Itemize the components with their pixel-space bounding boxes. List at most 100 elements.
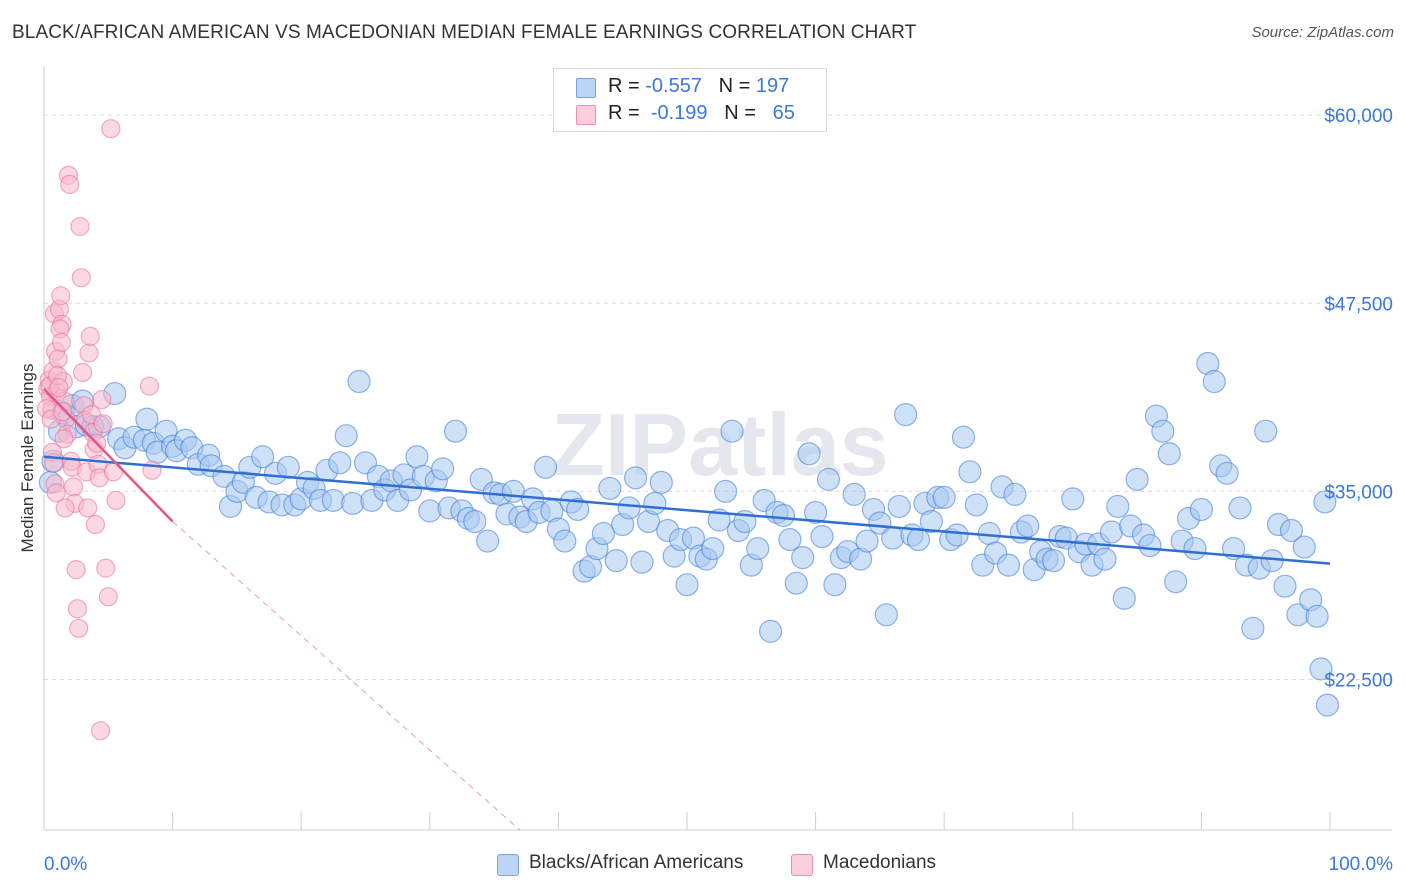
y-tick-label: $47,500: [1324, 294, 1393, 315]
macedonians-data-point: [79, 343, 99, 363]
blacks-data-point: [881, 526, 905, 550]
blacks-data-point: [1202, 369, 1226, 394]
blacks-data-point: [932, 485, 956, 510]
blacks-data-point: [945, 523, 969, 547]
blacks-data-point: [1003, 482, 1027, 506]
blacks-data-point: [598, 476, 622, 500]
blacks-data-point: [1315, 693, 1340, 717]
macedonians-data-point: [90, 721, 111, 741]
blacks-data-point: [1189, 497, 1214, 522]
y-axis-label: Median Female Earnings: [18, 364, 37, 553]
blacks-data-point: [810, 524, 834, 549]
y-tick-label: $22,500: [1324, 671, 1393, 692]
legend-r-value: -0.557: [645, 75, 702, 97]
blacks-data-point: [347, 369, 371, 394]
blacks-data-point: [771, 503, 796, 528]
macedonians-data-point: [72, 362, 93, 383]
blacks-data-point: [1215, 461, 1239, 485]
macedonians-data-point: [93, 414, 113, 434]
blacks-data-point: [1254, 419, 1278, 443]
blacks-data-point: [1183, 536, 1207, 561]
y-tick-label: $35,000: [1324, 482, 1393, 503]
legend-n-value: 65: [772, 102, 795, 124]
blacks-data-point: [630, 550, 654, 574]
legend-swatch-blacks: [576, 78, 596, 98]
blacks-data-point: [1016, 514, 1040, 538]
blacks-data-point: [1313, 490, 1337, 514]
legend-n-label: N =: [724, 102, 762, 124]
legend-n-label: N =: [718, 75, 756, 97]
macedonians-data-point: [70, 216, 90, 237]
blacks-data-point: [1099, 520, 1123, 544]
macedonians-data-point: [54, 429, 74, 449]
blacks-data-point: [1041, 549, 1066, 573]
macedonians-data-point: [67, 599, 88, 619]
blacks-data-point: [758, 619, 783, 643]
blacks-data-point: [701, 536, 725, 561]
macedonians-trend-extension: [172, 521, 521, 831]
macedonians-trend-line: [43, 388, 174, 523]
blacks-data-point: [964, 493, 988, 517]
macedonians-data-point: [85, 514, 106, 535]
macedonians-data-point: [60, 174, 80, 194]
legend-n-value: 197: [755, 75, 790, 97]
blacks-data-point: [797, 442, 821, 466]
blacks-data-point: [958, 460, 982, 484]
blacks-data-point: [1106, 494, 1130, 519]
blacks-data-point: [713, 479, 738, 503]
blacks-data-point: [1292, 535, 1316, 559]
blacks-data-point: [1305, 604, 1329, 628]
blacks-data-point: [1093, 547, 1117, 571]
trend-lines: [43, 388, 1331, 831]
blacks-data-point: [720, 419, 744, 443]
blacks-data-point: [617, 496, 641, 520]
blacks-data-point: [1241, 616, 1265, 640]
macedonians-data-point: [98, 587, 118, 607]
blacks-data-point: [996, 553, 1021, 577]
bottom-legend-label-macedonians: Macedonians: [823, 852, 937, 873]
blacks-data-point: [1164, 570, 1188, 594]
blacks-points: [38, 351, 1340, 717]
macedonians-data-point: [46, 483, 66, 503]
macedonians-data-point: [63, 477, 84, 497]
blacks-data-point: [675, 573, 699, 597]
blacks-data-point: [463, 509, 487, 534]
blacks-data-point: [1273, 574, 1297, 598]
blacks-data-point: [874, 603, 898, 627]
legend-r-label: R =: [608, 75, 646, 97]
blacks-data-point: [443, 419, 468, 443]
blacks-data-point: [623, 466, 648, 490]
macedonians-data-point: [51, 332, 71, 352]
blacks-data-point: [276, 455, 300, 479]
blacks-data-point: [328, 451, 352, 475]
macedonians-data-point: [139, 376, 160, 396]
blacks-data-point: [1138, 533, 1162, 558]
blacks-data-point: [1157, 442, 1181, 466]
blacks-data-point: [784, 571, 808, 595]
source-label: Source: ZipAtlas.com: [1251, 24, 1394, 41]
y-tick-label: $60,000: [1324, 106, 1393, 127]
blacks-data-point: [816, 467, 841, 491]
legend-r-label: R =: [608, 102, 646, 124]
blacks-data-point: [251, 445, 275, 469]
macedonians-data-point: [69, 618, 89, 638]
macedonians-data-point: [78, 498, 98, 518]
blacks-data-point: [341, 491, 365, 516]
macedonians-data-point: [80, 326, 100, 346]
macedonians-data-point: [92, 389, 112, 410]
macedonians-data-point: [66, 560, 86, 580]
bottom-legend-swatch-macedonians: [791, 854, 813, 876]
macedonians-data-point: [55, 498, 75, 518]
x-tick-label: 0.0%: [44, 854, 87, 875]
blacks-data-point: [1061, 487, 1085, 511]
blacks-data-point: [604, 549, 628, 573]
correlation-legend: R = -0.557 N = 197 R = -0.199 N = 65: [553, 68, 827, 132]
legend-swatch-macedonians: [576, 105, 596, 125]
blacks-data-point: [803, 500, 828, 525]
blacks-data-point: [135, 407, 159, 431]
blacks-data-point: [855, 529, 879, 553]
macedonians-data-point: [48, 349, 68, 369]
macedonians-data-point: [53, 402, 73, 422]
y-tick-labels: $22,500 $35,000 $47,500 $60,000: [1324, 106, 1393, 691]
